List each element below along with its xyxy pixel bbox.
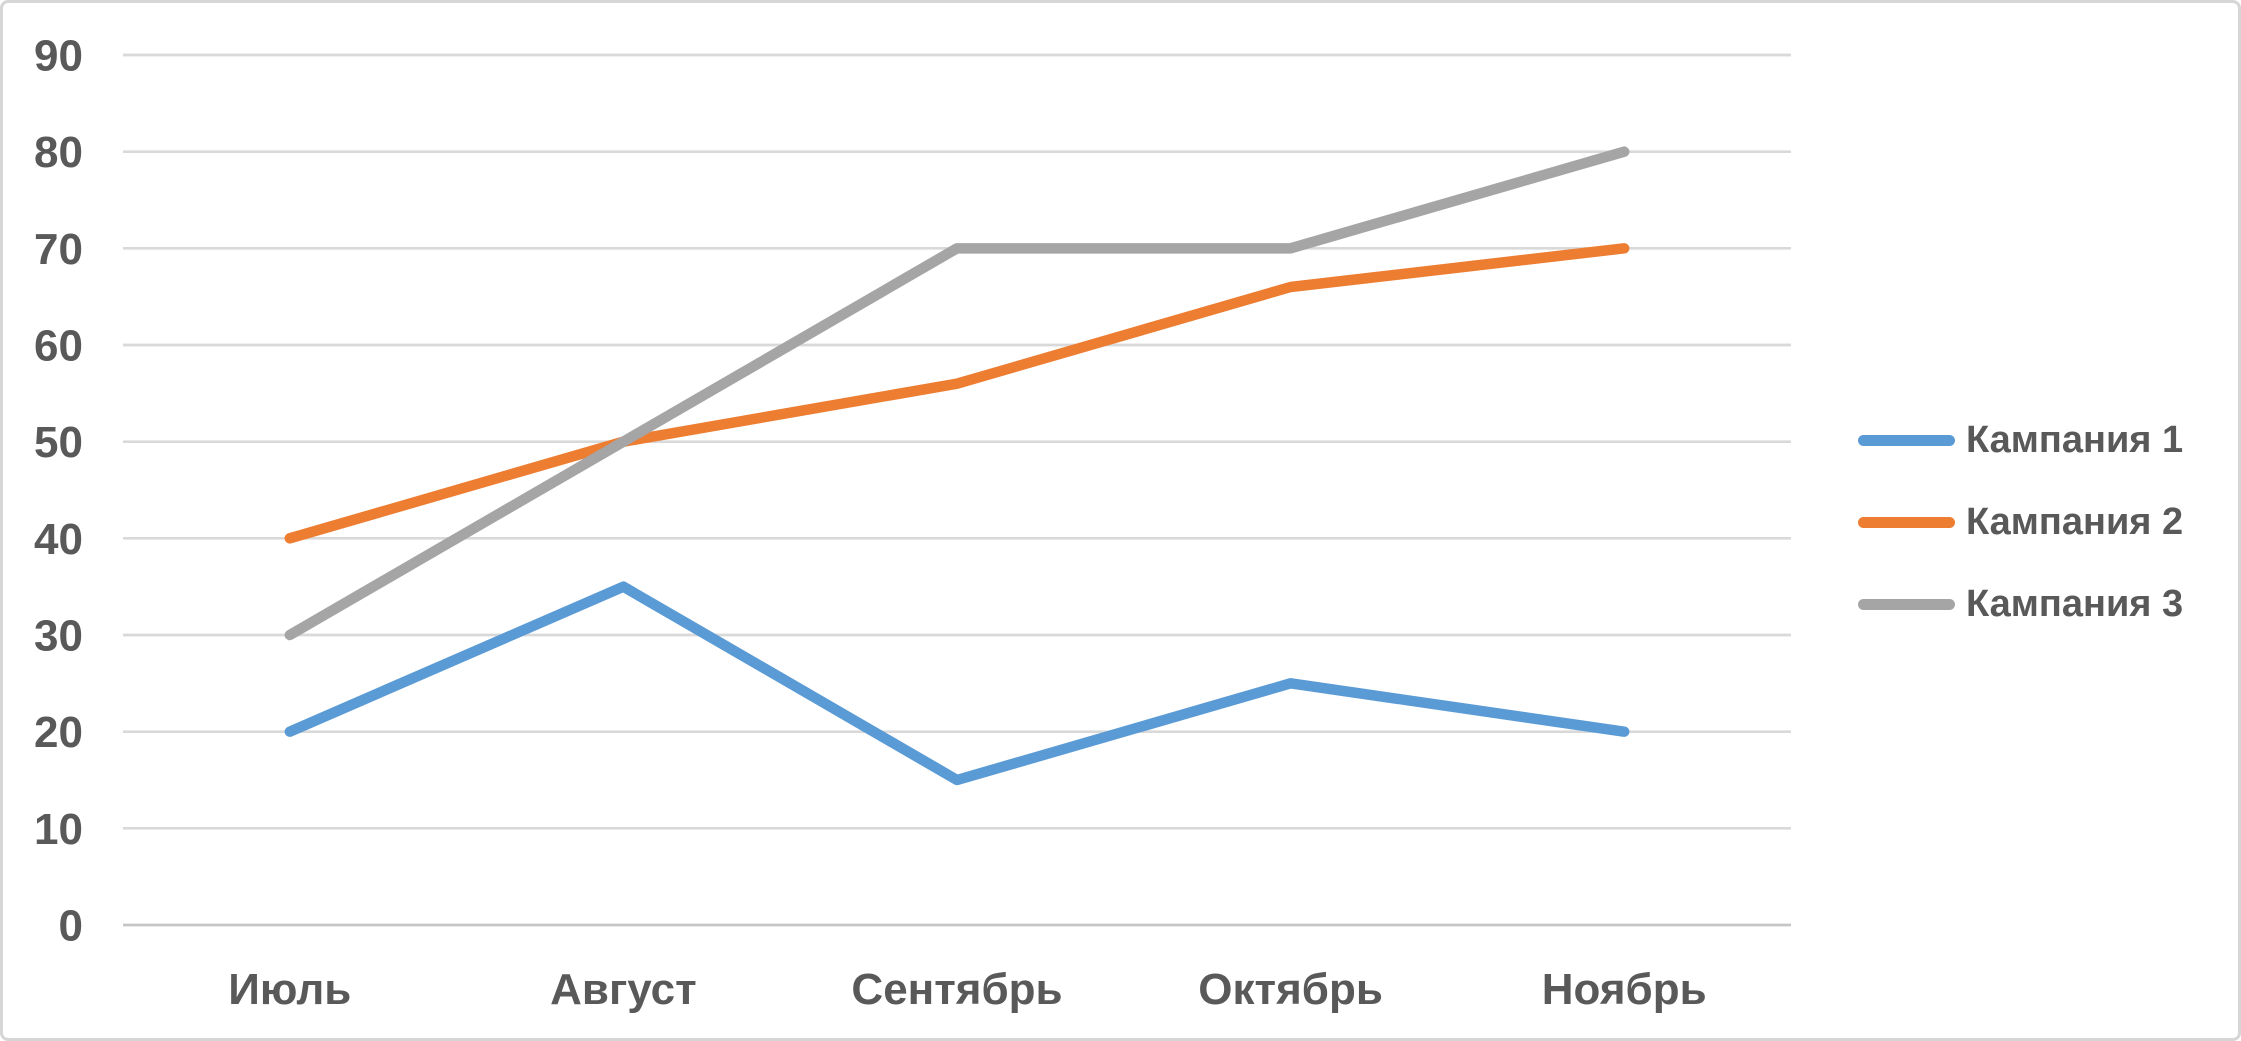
legend-item-series-2: Кампания 2 [1858, 481, 2183, 563]
y-tick-label: 90 [34, 32, 83, 81]
legend-item-series-1: Кампания 1 [1858, 399, 2183, 481]
y-tick-label: 70 [34, 225, 83, 274]
x-axis-label: Октябрь [1198, 965, 1383, 1014]
legend-label: Кампания 1 [1966, 419, 2184, 461]
y-tick-label: 80 [34, 128, 83, 177]
x-axis-label: Август [550, 965, 697, 1014]
x-axis-label: Июль [228, 965, 351, 1014]
legend: Кампания 1 Кампания 2 Кампания 3 [1858, 399, 2183, 645]
x-axis-label: Сентябрь [851, 965, 1062, 1014]
legend-marker-line-gray [1858, 598, 1955, 610]
legend-item-series-3: Кампания 3 [1858, 563, 2183, 645]
series-line-3 [284, 146, 1630, 641]
y-tick-label: 10 [34, 805, 83, 854]
y-tick-label: 60 [34, 322, 83, 371]
legend-marker-line-blue [1858, 434, 1955, 446]
y-tick-label: 0 [59, 902, 83, 951]
legend-marker-line-orange [1858, 516, 1955, 528]
series-line-1 [284, 581, 1630, 786]
line-chart-plot: 0 10 20 30 40 50 60 70 80 90 Июль Август Сентябрь Окт… [34, 32, 1791, 1014]
y-tick-label: 50 [34, 418, 83, 467]
y-tick-label: 20 [34, 708, 83, 757]
legend-label: Кампания 2 [1966, 501, 2184, 543]
legend-label: Кампания 3 [1966, 583, 2184, 625]
y-tick-label: 40 [34, 515, 83, 564]
x-axis-label: Ноябрь [1542, 965, 1707, 1014]
y-tick-label: 30 [34, 612, 83, 661]
series-line-2 [284, 243, 1630, 544]
